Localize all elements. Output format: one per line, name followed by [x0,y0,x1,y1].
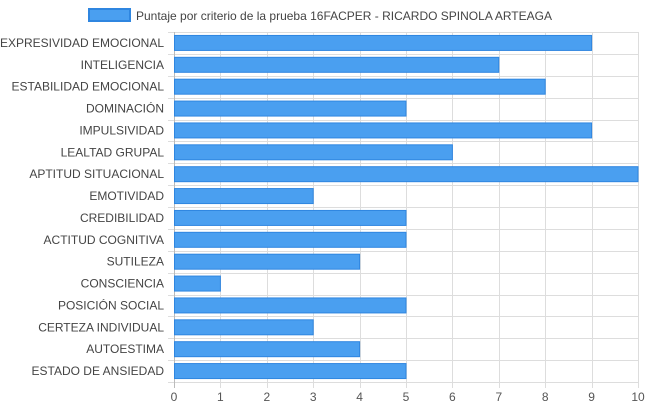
category-label: INTELIGENCIA [81,58,164,72]
bar[interactable] [174,319,314,336]
category-label: SUTILEZA [107,255,164,269]
x-tick-label: 10 [631,390,645,404]
x-tick-label: 2 [263,390,270,404]
bar[interactable] [174,166,639,183]
x-tick-label: 6 [449,390,456,404]
bars [174,34,639,380]
bar[interactable] [174,363,407,380]
x-tick-label: 7 [495,390,502,404]
category-label: POSICIÓN SOCIAL [58,297,164,312]
bar[interactable] [174,100,407,117]
x-tick-label: 4 [356,390,363,404]
category-label: IMPULSIVIDAD [79,123,164,137]
bar[interactable] [174,78,546,95]
x-tick-label: 3 [310,390,317,404]
bar[interactable] [174,341,361,358]
x-tick-label: 0 [171,390,178,404]
category-label: CONSCIENCIA [81,277,164,291]
category-label: LEALTAD GRUPAL [61,145,165,159]
bar[interactable] [174,253,361,270]
category-label: EMOTIVIDAD [89,189,164,203]
legend[interactable]: Puntaje por criterio de la prueba 16FACP… [88,8,552,23]
x-tick-label: 5 [403,390,410,404]
category-label: CERTEZA INDIVIDUAL [38,320,164,334]
category-labels: EXPRESIVIDAD EMOCIONAL INTELIGENCIA ESTABI… [0,36,164,378]
bar[interactable] [174,209,407,226]
bar[interactable] [174,275,221,292]
category-label: CREDIBILIDAD [80,211,164,225]
x-tick-label: 9 [588,390,595,404]
category-label: DOMINACIÓN [86,101,164,116]
x-tick-label: 1 [217,390,224,404]
category-label: ESTADO DE ANSIEDAD [32,364,165,378]
bar[interactable] [174,188,314,205]
bar[interactable] [174,56,500,73]
category-label: EXPRESIVIDAD EMOCIONAL [0,36,164,50]
category-label: ESTABILIDAD EMOCIONAL [12,80,165,94]
category-label: ACTITUD COGNITIVA [44,233,164,247]
legend-label: Puntaje por criterio de la prueba 16FACP… [136,9,552,23]
category-label: APTITUD SITUACIONAL [29,167,164,181]
bar[interactable] [174,122,593,139]
bar[interactable] [174,297,407,314]
x-tick-labels: 0 1 2 3 4 5 6 7 8 9 10 [171,390,645,404]
bar[interactable] [174,231,407,248]
legend-swatch [88,8,131,22]
bar[interactable] [174,144,453,161]
bar[interactable] [174,34,593,51]
x-tick-label: 8 [542,390,549,404]
category-label: AUTOESTIMA [86,342,164,356]
